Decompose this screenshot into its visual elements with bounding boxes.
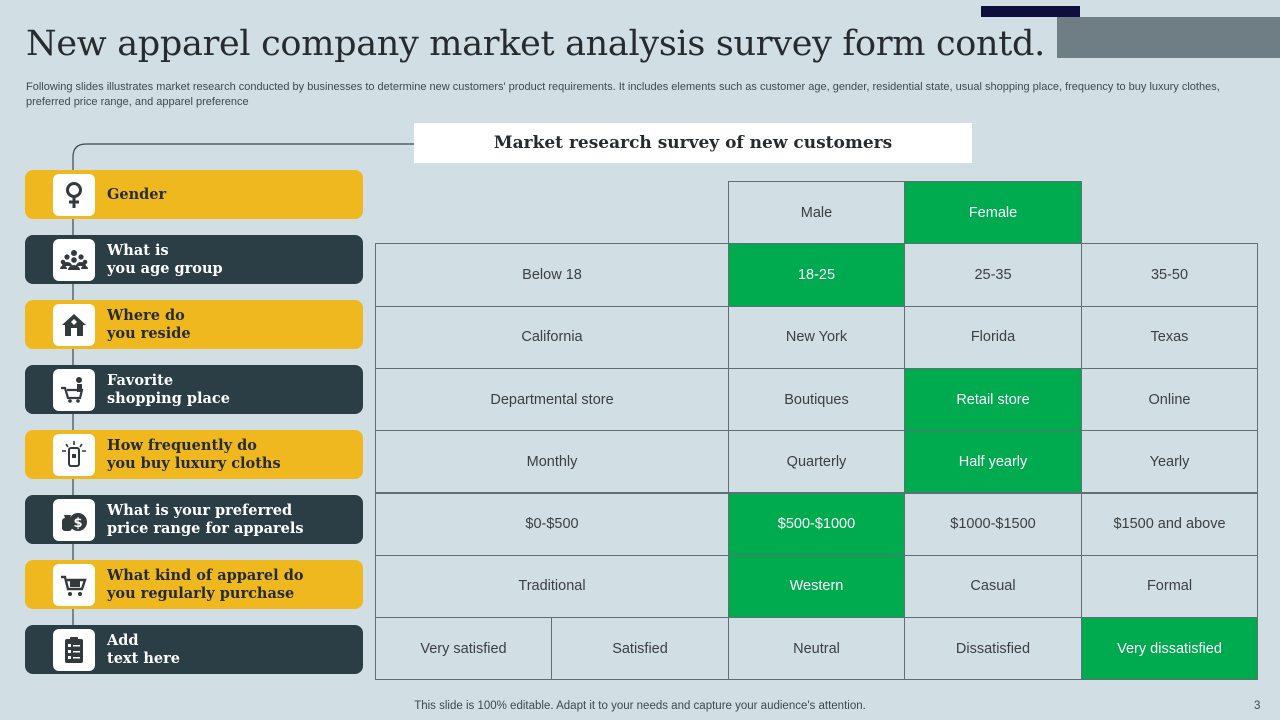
option-quarterly[interactable]: Quarterly (728, 430, 905, 494)
option-neutral[interactable]: Neutral (728, 617, 905, 681)
option-online[interactable]: Online (1081, 367, 1258, 432)
option-18-25[interactable]: 18-25 (728, 243, 905, 307)
option-california[interactable]: California (375, 305, 729, 369)
page-title: New apparel company market analysis surv… (26, 24, 1045, 64)
question-card: How frequently do you buy luxury cloths (25, 430, 363, 479)
option-500-1000[interactable]: $500-$1000 (728, 492, 905, 556)
svg-text:$: $ (73, 516, 82, 531)
question-label: How frequently do you buy luxury cloths (107, 436, 281, 472)
option-texas[interactable]: Texas (1081, 305, 1258, 369)
home-icon (53, 303, 95, 346)
gender-female-icon (53, 173, 95, 216)
survey-title: Market research survey of new customers (414, 123, 972, 163)
option-25-35[interactable]: 25-35 (904, 243, 1082, 307)
people-group-icon (53, 238, 95, 281)
option-1500-and-above[interactable]: $1500 and above (1081, 492, 1258, 556)
mobile-shopping-icon (53, 433, 95, 476)
option-traditional[interactable]: Traditional (375, 554, 729, 619)
option-dissatisfied[interactable]: Dissatisfied (904, 617, 1082, 681)
question-card: Favorite shopping place (25, 365, 363, 414)
question-label: Favorite shopping place (107, 371, 230, 407)
question-card: What is you age group (25, 235, 363, 284)
option-western[interactable]: Western (728, 554, 905, 619)
option-casual[interactable]: Casual (904, 554, 1082, 619)
footer-note: This slide is 100% editable. Adapt it to… (414, 700, 866, 712)
option-very-dissatisfied[interactable]: Very dissatisfied (1081, 617, 1258, 681)
option-florida[interactable]: Florida (904, 305, 1082, 369)
option-retail-store[interactable]: Retail store (904, 367, 1082, 432)
question-card: Add text here (25, 625, 363, 674)
option-monthly[interactable]: Monthly (375, 430, 729, 494)
question-label: Add text here (107, 631, 180, 667)
option-half-yearly[interactable]: Half yearly (904, 430, 1082, 494)
money-bag-icon: $ (53, 498, 95, 541)
question-label: Where do you reside (107, 306, 191, 342)
option-satisfied[interactable]: Satisfied (551, 617, 729, 681)
question-card: What kind of apparel do you regularly pu… (25, 560, 363, 609)
page-subtitle: Following slides illustrates market rese… (26, 81, 1220, 108)
shopping-cart-icon (53, 563, 95, 606)
option-yearly[interactable]: Yearly (1081, 430, 1258, 494)
option-departmental-store[interactable]: Departmental store (375, 367, 729, 432)
option-new-york[interactable]: New York (728, 305, 905, 369)
question-card: Gender (25, 170, 363, 219)
decorative-navy-bar (981, 6, 1080, 17)
page-number: 3 (1254, 700, 1261, 712)
option-formal[interactable]: Formal (1081, 554, 1258, 619)
question-label: What is you age group (107, 241, 223, 277)
shopping-cart-person-icon (53, 368, 95, 411)
option-boutiques[interactable]: Boutiques (728, 367, 905, 432)
connector-line (72, 143, 414, 655)
option-1000-1500[interactable]: $1000-$1500 (904, 492, 1082, 556)
question-card: $ What is your preferred price range for … (25, 495, 363, 544)
option-very-satisfied[interactable]: Very satisfied (375, 617, 552, 681)
question-card: Where do you reside (25, 300, 363, 349)
option-0-500[interactable]: $0-$500 (375, 492, 729, 556)
option-female[interactable]: Female (904, 181, 1082, 245)
question-label: What is your preferred price range for a… (107, 501, 304, 537)
option-below-18[interactable]: Below 18 (375, 243, 729, 307)
option-35-50[interactable]: 35-50 (1081, 243, 1258, 307)
option-male[interactable]: Male (728, 181, 905, 245)
question-label: Gender (107, 185, 167, 203)
decorative-grey-bar (1057, 17, 1280, 58)
question-label: What kind of apparel do you regularly pu… (107, 566, 304, 602)
clipboard-checklist-icon (53, 628, 95, 671)
